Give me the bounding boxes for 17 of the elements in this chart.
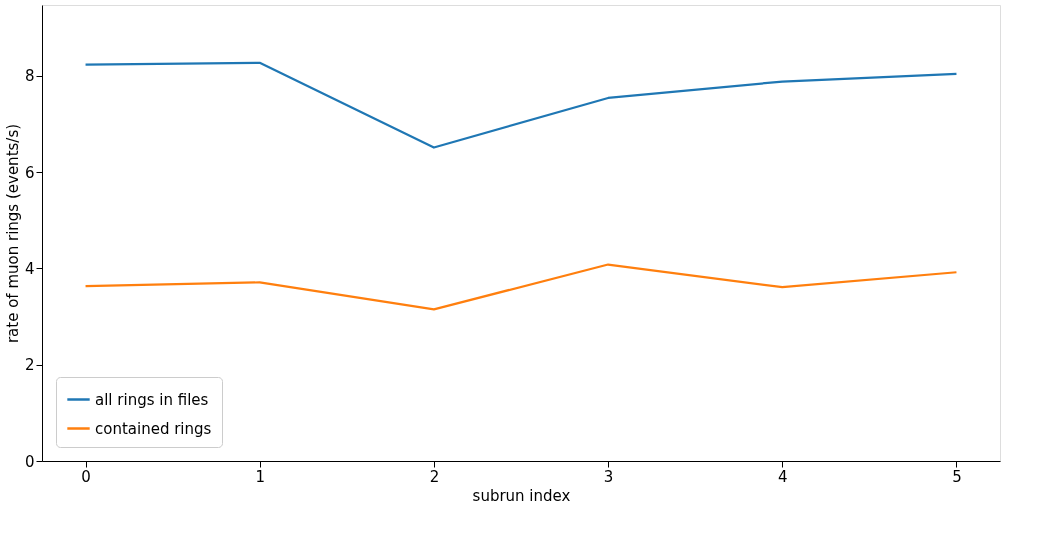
- legend-label: contained rings: [95, 419, 212, 438]
- x-tick-label: 5: [952, 467, 962, 486]
- x-axis-title: subrun index: [472, 486, 571, 505]
- line-series: [84, 61, 958, 149]
- x-tick-label: 4: [778, 467, 788, 486]
- x-tick-label: 1: [255, 467, 265, 486]
- y-tick-label: 0: [24, 452, 35, 471]
- y-tick-label: 8: [24, 67, 35, 86]
- y-tick-label: 2: [24, 356, 35, 375]
- y-tick-label: 6: [24, 163, 35, 182]
- line-series: [84, 263, 958, 311]
- x-tick-label: 0: [81, 467, 91, 486]
- legend-label: all rings in files: [95, 390, 209, 409]
- x-tick-label: 3: [603, 467, 614, 486]
- y-tick-label: 4: [24, 259, 35, 278]
- y-axis-title: rate of muon rings (events/s): [3, 123, 22, 344]
- x-tick-label: 2: [429, 467, 440, 486]
